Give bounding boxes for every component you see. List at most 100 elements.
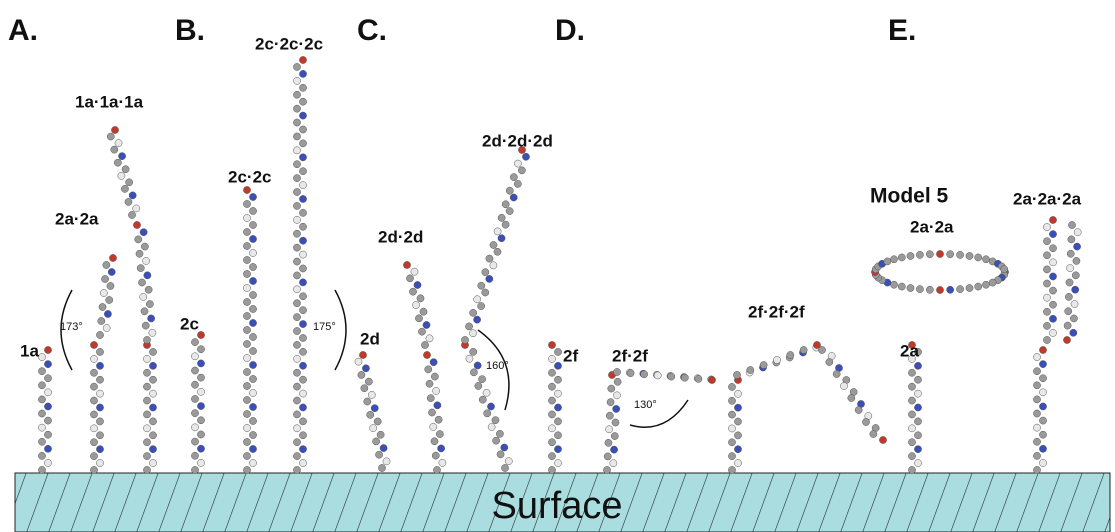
atom [38, 381, 46, 390]
atom [1033, 367, 1041, 376]
atom [548, 466, 556, 474]
atom [149, 431, 157, 440]
atom [1070, 300, 1079, 308]
atom [382, 457, 391, 466]
atom [854, 406, 863, 414]
angle-label: 160° [486, 360, 509, 372]
atom [482, 388, 491, 397]
atom [110, 145, 119, 154]
atom [96, 459, 104, 467]
atom [102, 324, 111, 332]
atom [293, 63, 301, 71]
atom [606, 411, 614, 420]
atom [1039, 444, 1047, 453]
atom [465, 354, 474, 363]
atom [982, 255, 990, 264]
atom [1039, 360, 1047, 368]
atom [299, 389, 307, 398]
atom [133, 221, 141, 229]
atom [412, 301, 420, 309]
atom [38, 395, 46, 404]
angle-arc [629, 399, 689, 428]
atom [667, 372, 676, 381]
atom [243, 298, 251, 306]
atom [299, 209, 307, 217]
atom [243, 270, 251, 278]
atom [438, 458, 447, 467]
atom [946, 285, 955, 294]
atom [101, 275, 109, 283]
atom [416, 294, 425, 303]
atom [607, 384, 616, 393]
atom [147, 314, 155, 323]
atom [554, 459, 562, 467]
atom [293, 313, 301, 321]
atom [432, 387, 440, 395]
atom [610, 432, 619, 440]
atom [125, 178, 134, 187]
atom [906, 252, 915, 260]
atom [916, 251, 924, 259]
atom [293, 90, 301, 99]
atom [982, 280, 990, 289]
atom [1066, 249, 1075, 258]
atom [107, 268, 116, 276]
atom [518, 166, 526, 175]
atom [548, 452, 556, 460]
atom [897, 282, 906, 291]
atom [299, 445, 307, 454]
atom [121, 165, 130, 174]
panel-label: E. [888, 14, 916, 47]
atom [191, 395, 199, 403]
atom [114, 139, 123, 147]
atom [141, 242, 149, 251]
atom [293, 341, 301, 349]
atom [44, 402, 52, 411]
atom [1033, 353, 1041, 361]
atom [1049, 329, 1057, 337]
atom [925, 285, 934, 294]
atom [97, 317, 106, 325]
atom [249, 235, 257, 243]
atom [243, 256, 251, 264]
atom [249, 207, 257, 215]
atom [293, 146, 301, 155]
panel-label: A. [8, 14, 38, 47]
atom [143, 271, 152, 280]
atom [249, 445, 257, 453]
atom [501, 200, 510, 209]
atom [143, 438, 151, 447]
atom [908, 466, 916, 474]
atom [914, 445, 922, 454]
atom [243, 410, 251, 418]
atom [728, 396, 736, 405]
atom [128, 191, 137, 200]
atom [132, 204, 141, 213]
atom [293, 452, 301, 460]
atom [474, 382, 483, 390]
atom [487, 423, 496, 431]
atom [293, 76, 301, 85]
atom [879, 436, 887, 444]
atom [90, 341, 98, 349]
molecule-label: 2c·2c·2c [255, 34, 323, 53]
atom [1064, 307, 1073, 316]
atom [522, 152, 530, 161]
atom [90, 396, 98, 405]
atom [249, 417, 257, 425]
atom [121, 184, 129, 193]
molecule-label: 2f·2f·2f [748, 302, 805, 321]
atom [431, 451, 440, 460]
atom [197, 416, 205, 425]
atom [1066, 264, 1074, 272]
atom [299, 375, 307, 384]
atom [299, 431, 307, 440]
atom [473, 295, 482, 304]
molecule-label: 2d·2d·2d [482, 131, 553, 150]
atom [890, 280, 898, 289]
molecule-label: 2a·2a [910, 217, 954, 236]
atom [197, 459, 205, 467]
atom [1043, 322, 1051, 330]
atom [862, 418, 870, 426]
atom [249, 305, 257, 313]
